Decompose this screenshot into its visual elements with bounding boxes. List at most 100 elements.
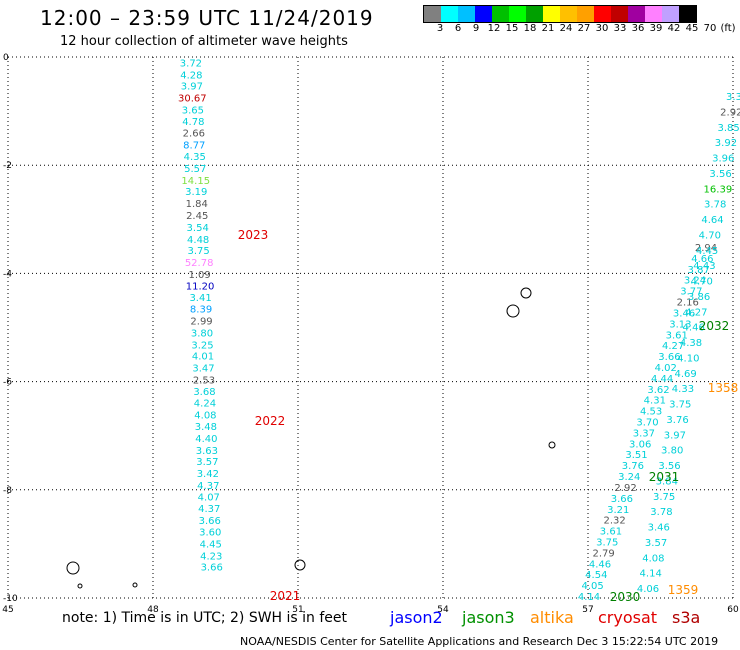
swh-value: 3.25 (191, 340, 213, 351)
swh-value: 4.64 (701, 215, 723, 226)
swh-value: 3.86 (688, 292, 710, 303)
swh-value: 3.51 (625, 450, 647, 461)
lon-tick-label: 48 (147, 605, 159, 615)
swh-value: 3.13 (669, 319, 691, 330)
map-subtitle: 12 hour collection of altimeter wave hei… (60, 34, 348, 49)
scale-label: 3 (436, 23, 444, 34)
swh-value: 2.53 (193, 375, 215, 386)
swh-value: 4.66 (691, 254, 713, 265)
swh-value: 4.37 (198, 504, 220, 515)
swh-value: 3.66 (201, 563, 223, 574)
swh-value: 3.47 (192, 364, 214, 375)
swh-value: 3.61 (666, 330, 688, 341)
lat-tick-label: -2 (3, 161, 12, 171)
scale-label: 18 (523, 23, 537, 34)
scale-label: 12 (487, 23, 501, 34)
island (520, 287, 532, 299)
swh-value: 2.45 (186, 211, 208, 222)
swh-value: 3.92 (715, 138, 737, 149)
swh-value: 2.16 (677, 298, 699, 309)
island (132, 582, 138, 588)
swh-value: 2.66 (183, 129, 205, 140)
island (548, 441, 556, 449)
satellite-legend-item: jason2 (390, 608, 443, 627)
swh-value: 4.23 (200, 551, 222, 562)
swh-value: 4.33 (672, 384, 694, 395)
swh-value: 4.70 (691, 277, 713, 288)
island (294, 559, 306, 571)
scale-swatch (679, 6, 696, 22)
scale-swatch (441, 6, 458, 22)
swh-value: 3.37 (633, 428, 655, 439)
swh-value: 4.69 (674, 369, 696, 380)
scale-swatch (560, 6, 577, 22)
swh-value: 4.38 (680, 338, 702, 349)
scale-swatch (458, 6, 475, 22)
swh-value: 4.40 (195, 434, 217, 445)
time-label: 2030 (610, 590, 641, 604)
swh-value: 3.65 (182, 105, 204, 116)
swh-value: 3.80 (661, 446, 683, 457)
swh-value: 3.3 (726, 92, 740, 103)
swh-value: 3.62 (647, 385, 669, 396)
swh-value: 4.08 (642, 553, 664, 564)
swh-value: 3.63 (196, 446, 218, 457)
swh-value: 3.75 (653, 492, 675, 503)
color-scale (423, 5, 697, 23)
swh-value: 4.53 (640, 407, 662, 418)
time-label: 1359 (668, 583, 699, 597)
swh-value: 1.09 (188, 270, 210, 281)
swh-value: 4.14 (640, 569, 662, 580)
swh-value: 4.45 (696, 246, 718, 257)
swh-value: 4.35 (184, 152, 206, 163)
swh-value: 4.02 (655, 363, 677, 374)
swh-value: 3.75 (669, 400, 691, 411)
swh-value: 3.46 (648, 523, 670, 534)
scale-swatch (628, 6, 645, 22)
swh-value: 3.97 (181, 82, 203, 93)
time-label: 2023 (238, 228, 269, 242)
scale-label: 33 (613, 23, 627, 34)
swh-value: 3.77 (680, 287, 702, 298)
swh-value: 3.21 (607, 505, 629, 516)
swh-value: 4.54 (585, 570, 607, 581)
swh-value: 5.57 (184, 164, 206, 175)
swh-value: 8.77 (183, 141, 205, 152)
swh-value: 3.54 (187, 223, 209, 234)
swh-value: 3.61 (600, 527, 622, 538)
swh-value: 4.43 (693, 261, 715, 272)
scale-label: (ft) (720, 23, 736, 34)
swh-value: 4.07 (198, 492, 220, 503)
scale-swatch (424, 6, 441, 22)
swh-value: 3.57 (645, 538, 667, 549)
swh-value: 4.27 (685, 307, 707, 318)
swh-value: 3.96 (712, 154, 734, 165)
swh-value: 4.08 (194, 411, 216, 422)
lat-tick-label: -4 (3, 269, 12, 279)
swh-value: 2.79 (592, 548, 614, 559)
swh-value: 3.75 (188, 246, 210, 257)
swh-value: 4.14 (578, 592, 600, 603)
scale-label: 36 (631, 23, 645, 34)
scale-swatch (662, 6, 679, 22)
lon-tick-label: 51 (292, 605, 303, 615)
swh-value: 8.39 (190, 305, 212, 316)
swh-value: 4.78 (182, 117, 204, 128)
swh-value: 2.99 (190, 316, 212, 327)
satellite-legend-item: altika (530, 608, 574, 627)
satellite-legend-item: cryosat (598, 608, 658, 627)
swh-value: 4.10 (677, 353, 699, 364)
swh-value: 3.56 (658, 461, 680, 472)
island (506, 304, 520, 318)
scale-label: 6 (454, 23, 462, 34)
swh-value: 4.31 (644, 396, 666, 407)
swh-value: 4.24 (194, 399, 216, 410)
scale-swatch (611, 6, 628, 22)
swh-value: 2.92 (720, 107, 740, 118)
lon-tick-label: 54 (437, 605, 449, 615)
time-label: 2021 (270, 589, 301, 603)
scale-swatch (526, 6, 543, 22)
island (66, 561, 80, 575)
scale-label: 15 (505, 23, 519, 34)
